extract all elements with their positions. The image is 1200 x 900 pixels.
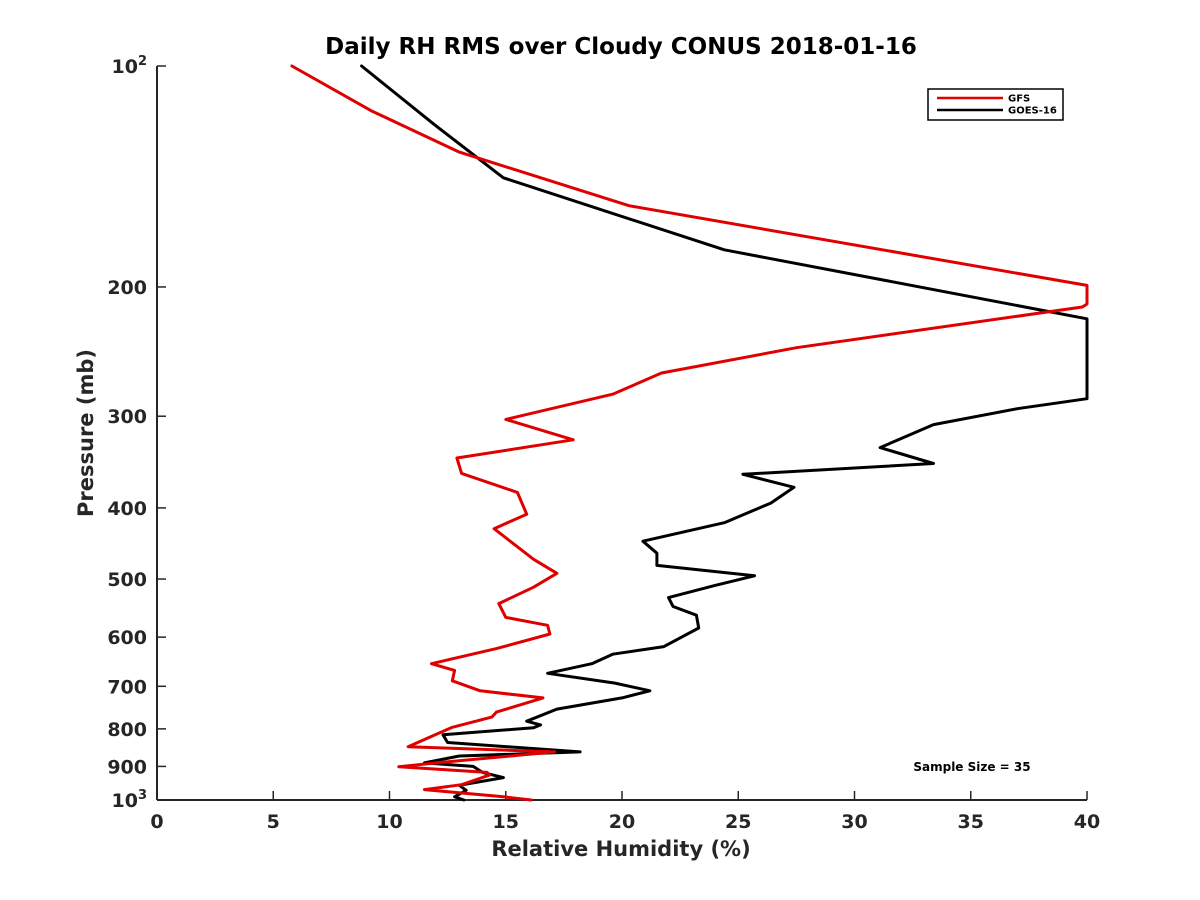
y-tick-label: 900 [107, 756, 147, 778]
legend: GFS GOES-16 [927, 88, 1064, 121]
y-tick-label: 300 [107, 406, 147, 428]
legend-box [927, 88, 1064, 121]
x-tick-label: 10 [376, 811, 402, 833]
x-tick-label: 0 [150, 811, 163, 833]
plot-area [156, 66, 1087, 801]
chart-title: Daily RH RMS over Cloudy CONUS 2018-01-1… [325, 34, 917, 60]
y-tick-label: 800 [107, 719, 147, 741]
y-tick-label: 400 [107, 498, 147, 520]
x-ticks: 0 5 10 15 20 25 30 35 40 [150, 791, 1100, 833]
y-tick-label: 600 [107, 627, 147, 649]
series-line-goes16 [360, 64, 1089, 802]
y-tick-label-power: 103 [112, 788, 148, 812]
x-tick-label: 30 [841, 811, 867, 833]
y-tick-label-power: 102 [112, 54, 148, 78]
y-axis-label: Pressure (mb) [74, 349, 98, 517]
x-tick-label: 5 [267, 811, 280, 833]
x-tick-label: 15 [493, 811, 519, 833]
y-tick-label: 700 [107, 676, 147, 698]
y-tick-label: 200 [107, 277, 147, 299]
sample-size-annotation: Sample Size = 35 [913, 760, 1030, 774]
x-tick-label: 20 [609, 811, 635, 833]
y-tick-label: 500 [107, 569, 147, 591]
x-tick-label: 25 [725, 811, 751, 833]
x-tick-label: 35 [958, 811, 984, 833]
legend-label-goes16: GOES-16 [1008, 106, 1057, 117]
y-tick-exponent: 2 [138, 54, 147, 69]
series-layer [290, 64, 1089, 802]
y-tick-base: 10 [112, 790, 138, 812]
series-line-gfs [290, 64, 1089, 802]
y-tick-base: 10 [112, 56, 138, 78]
y-tick-exponent: 3 [138, 788, 147, 803]
legend-label-gfs: GFS [1008, 94, 1030, 105]
x-tick-label: 40 [1074, 811, 1100, 833]
x-axis-label: Relative Humidity (%) [491, 837, 750, 861]
